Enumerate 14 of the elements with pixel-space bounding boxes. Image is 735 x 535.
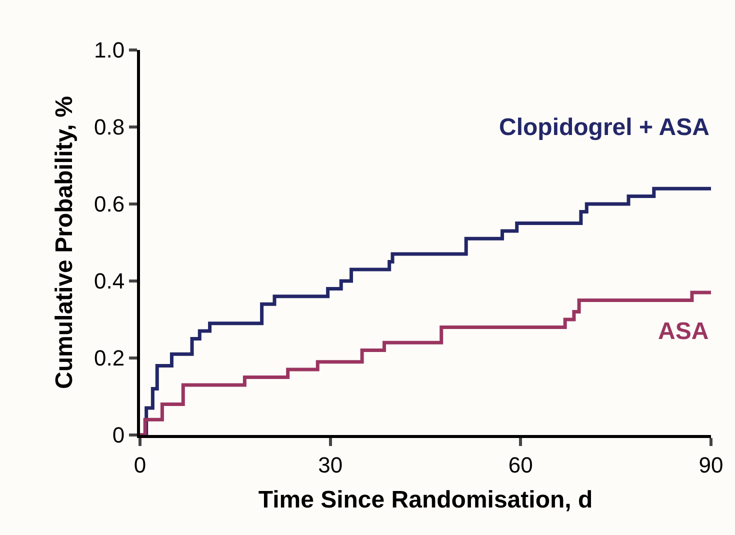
- y-tick-label: 0.2: [94, 346, 125, 371]
- series-label: ASA: [658, 318, 709, 345]
- y-tick-label: 0: [112, 422, 125, 448]
- x-tick-label: 90: [698, 452, 724, 478]
- x-axis-title: Time Since Randomisation, d: [258, 486, 593, 514]
- y-axis-title: Cumulative Probability, %: [51, 96, 78, 389]
- series-label: Clopidogrel + ASA: [499, 114, 710, 141]
- x-tick-label: 60: [508, 452, 533, 478]
- y-tick-label: 0.4: [94, 268, 125, 294]
- x-tick-label: 0: [134, 452, 146, 478]
- x-tick-label: 30: [318, 452, 343, 478]
- y-tick-label: 0.6: [94, 192, 125, 217]
- y-tick-label: 0.8: [94, 114, 125, 140]
- y-tick-label: 1.0: [94, 38, 125, 63]
